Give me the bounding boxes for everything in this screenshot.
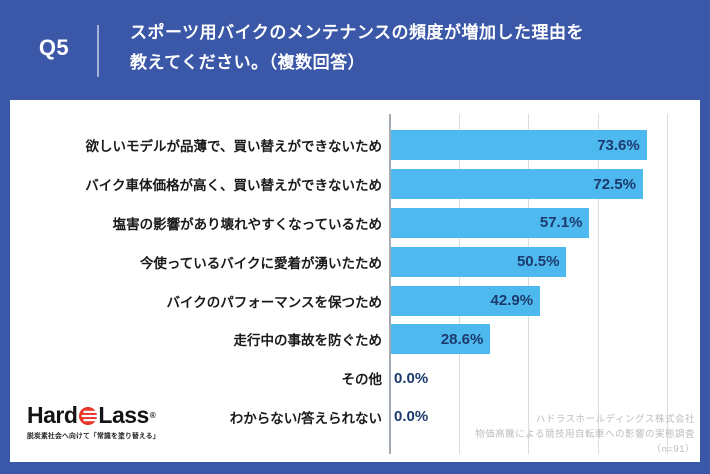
category-label: 欲しいモデルが品薄で、買い替えができないため: [85, 139, 382, 155]
bar-zone: 0.0%: [391, 402, 691, 432]
value-label: 50.5%: [516, 253, 560, 271]
red-striped-disc-icon: [79, 407, 98, 425]
question-header: Q5 スポーツ用バイクのメンテナンスの頻度が増加した理由を 教えてください。（複…: [0, 0, 710, 100]
gridline: [528, 114, 529, 454]
bar-zone: 57.1%: [391, 207, 691, 238]
gridline: [597, 114, 599, 454]
header-divider: [97, 25, 99, 77]
brand-wordmark: Hard Lass ®: [27, 402, 160, 429]
chart-row: わからない/答えられない 0.0%: [10, 398, 700, 437]
brand-tagline: 脱炭素社会へ向けて「常識を塗り替える」: [27, 433, 160, 440]
bar: 28.6%: [391, 324, 491, 355]
bar: 73.6%: [391, 130, 647, 161]
gridline: [458, 114, 460, 454]
chart-row: 欲しいモデルが品薄で、買い替えができないため 73.6%: [10, 126, 700, 165]
source-sample-size: （n=91）: [651, 444, 695, 455]
bar-rows: 欲しいモデルが品薄で、買い替えができないため 73.6% バイク車体価格が高く、買い…: [10, 126, 700, 436]
question-number: Q5: [38, 35, 70, 60]
bar: 72.5%: [391, 169, 643, 200]
brand-logo: Hard Lass ® 脱炭素社会へ向けて「常識を塗り替える」: [27, 402, 160, 440]
category-label: 今使っているバイクに愛着が湧いたため: [139, 255, 382, 271]
value-label: 57.1%: [539, 214, 583, 232]
category-label: 走行中の事故を防ぐため: [233, 333, 383, 349]
chart-row: 塩害の影響があり壊れやすくなっているため 57.1%: [10, 204, 700, 243]
chart-row: その他 0.0%: [10, 359, 700, 398]
brand-text-hard: Hard: [27, 402, 78, 428]
chart-row: 今使っているバイクに愛着が湧いたため 50.5%: [10, 242, 700, 281]
bar-zone: 73.6%: [391, 130, 691, 161]
value-label: 72.5%: [593, 175, 636, 193]
source-survey-title: 物価高騰による競技用自転車への影響の実態調査: [475, 429, 695, 440]
registered-trademark-symbol: ®: [149, 411, 156, 420]
category-label: 塩害の影響があり壊れやすくなっているため: [112, 216, 382, 232]
brand-text-lass: Lass: [98, 402, 149, 428]
question-title-line2: 教えてください。（複数回答）: [130, 53, 366, 72]
bar: 42.9%: [391, 285, 541, 316]
question-title: スポーツ用バイクのメンテナンスの頻度が増加した理由を 教えてください。（複数回答…: [130, 18, 584, 78]
axis-line: [389, 114, 391, 454]
value-label: 28.6%: [440, 330, 484, 348]
chart-row: バイクのパフォーマンスを保つため 42.9%: [10, 281, 700, 320]
bar: 57.1%: [391, 207, 590, 238]
value-label: 0.0%: [394, 408, 429, 426]
bar: 50.5%: [391, 246, 567, 277]
bar-zone: 28.6%: [391, 324, 691, 355]
category-label: その他: [341, 372, 383, 388]
category-label: バイク車体価格が高く、買い替えができないため: [85, 178, 382, 194]
bar-zone: 42.9%: [391, 285, 691, 316]
chart-row: 走行中の事故を防ぐため 28.6%: [10, 320, 700, 359]
category-label: わからない/答えられない: [229, 410, 382, 426]
chart-row: バイク車体価格が高く、買い替えができないため 72.5%: [10, 165, 700, 204]
question-title-line1: スポーツ用バイクのメンテナンスの頻度が増加した理由を: [130, 23, 584, 42]
bar-zone: 72.5%: [391, 169, 691, 200]
bar-zone: 0.0%: [391, 363, 691, 393]
source-company: ハドラスホールディングス株式会社: [535, 414, 695, 425]
bar-zone: 50.5%: [391, 246, 691, 277]
chart-panel: 欲しいモデルが品薄で、買い替えができないため 73.6% バイク車体価格が高く、買い…: [10, 100, 700, 462]
value-label: 0.0%: [394, 369, 429, 387]
value-label: 73.6%: [597, 136, 640, 154]
category-label: バイクのパフォーマンスを保つため: [166, 294, 382, 310]
source-note: ハドラスホールディングス株式会社 物価高騰による競技用自転車への影響の実態調査 …: [475, 412, 695, 457]
gridline: [667, 114, 668, 454]
value-label: 42.9%: [490, 292, 534, 310]
